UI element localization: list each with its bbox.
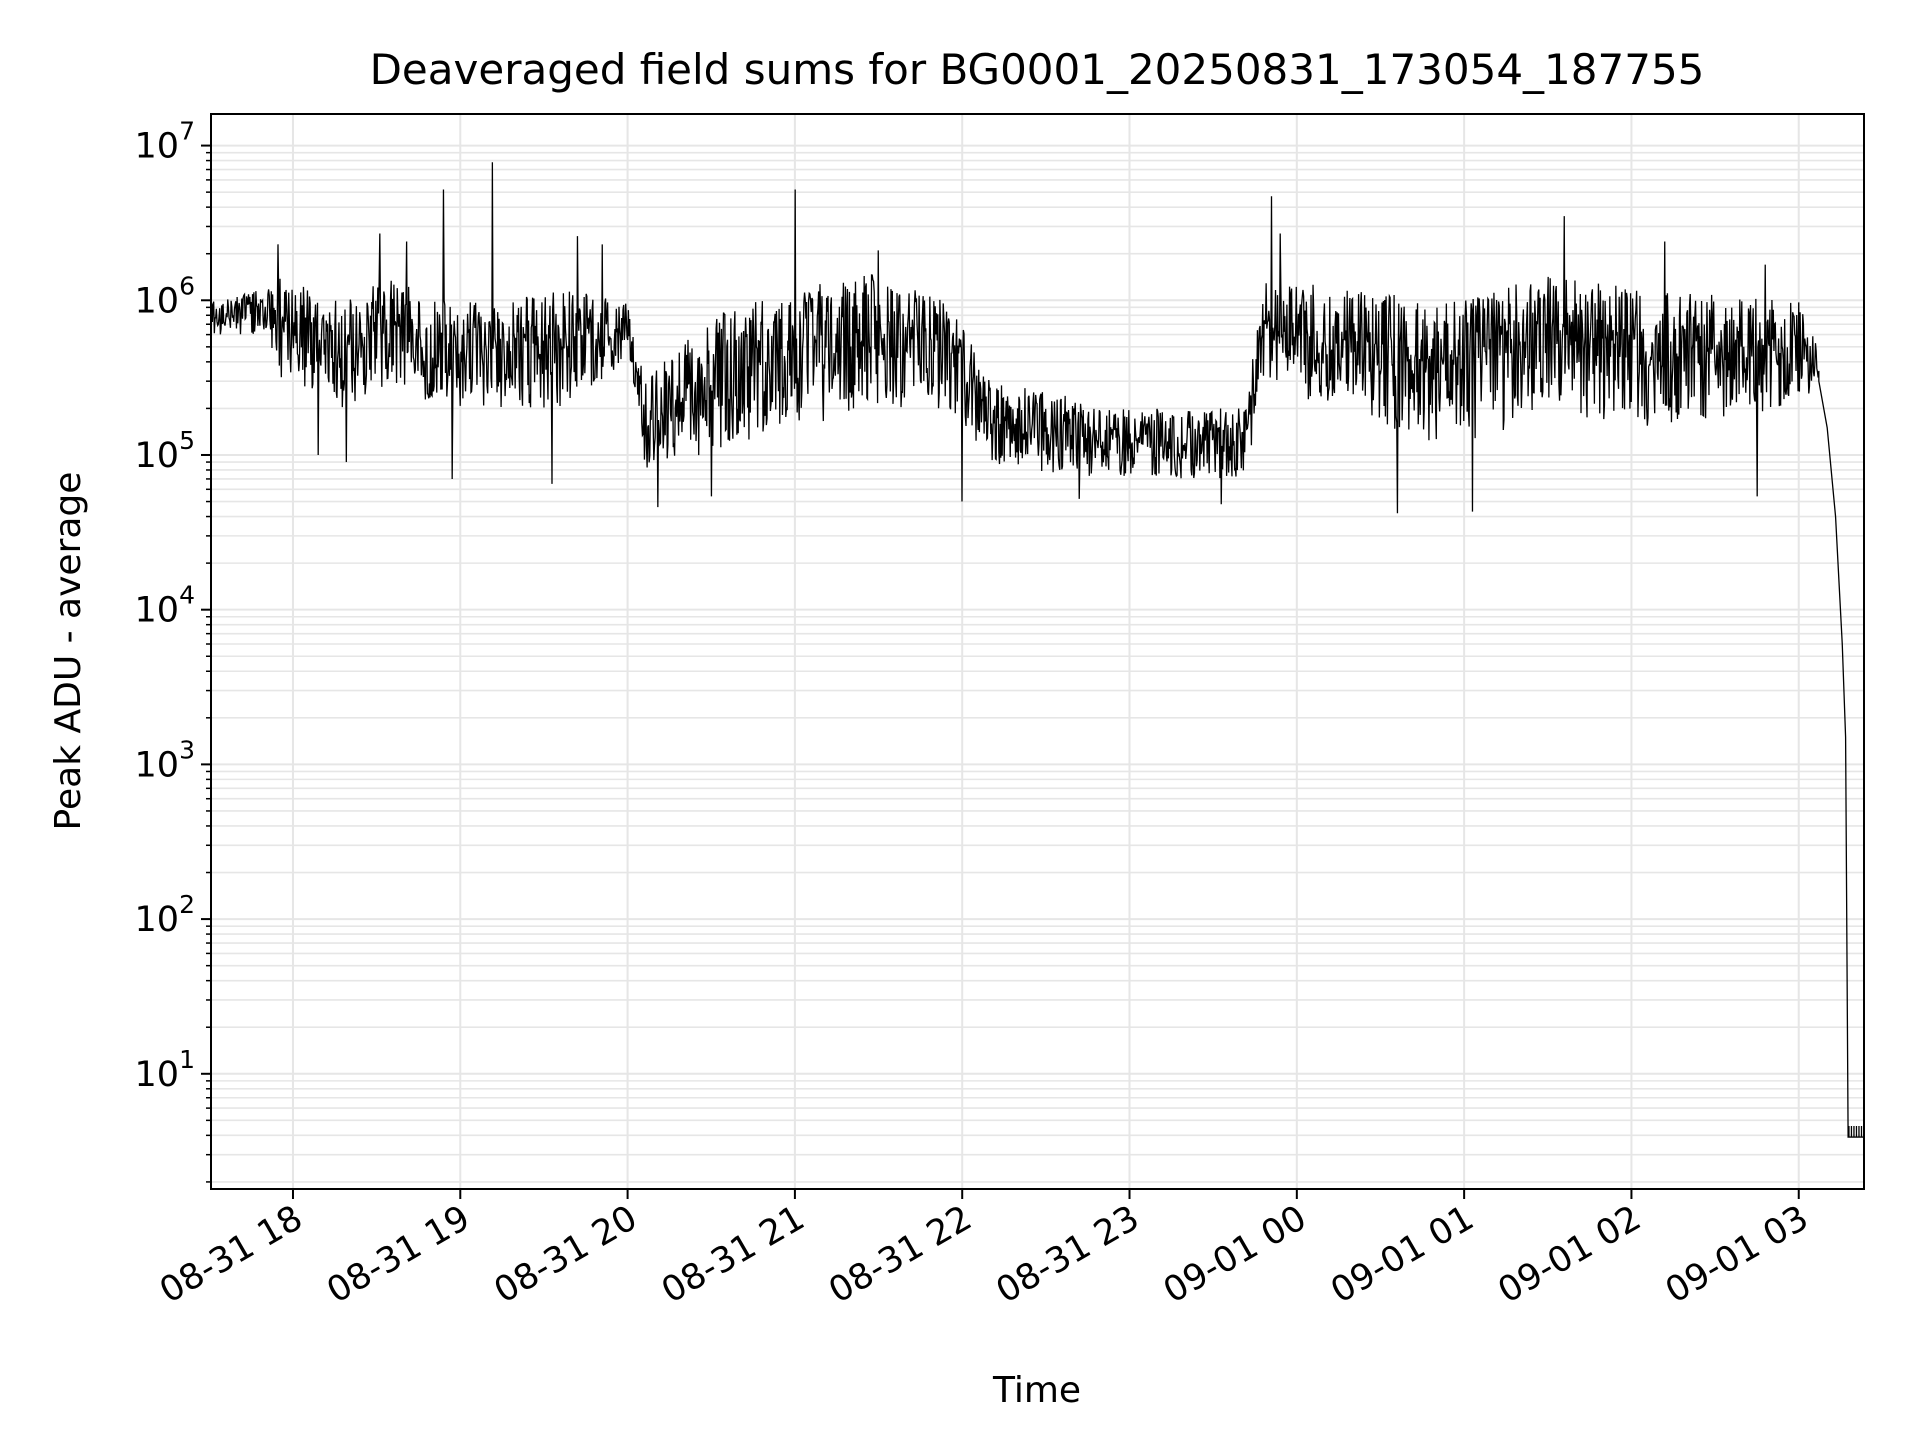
y-tick-label: 10	[134, 1055, 179, 1095]
x-axis-label: Time	[992, 1370, 1081, 1411]
y-tick-exponent: 7	[179, 117, 195, 146]
y-tick-exponent: 6	[179, 271, 195, 300]
chart-title: Deaveraged field sums for BG0001_2025083…	[370, 45, 1705, 94]
y-tick-exponent: 1	[179, 1045, 195, 1074]
y-axis-label: Peak ADU - average	[48, 472, 89, 831]
y-tick-label: 10	[134, 127, 179, 167]
y-tick-label: 10	[134, 591, 179, 631]
y-tick-exponent: 4	[179, 581, 195, 610]
y-tick-label: 10	[134, 281, 179, 321]
y-tick-exponent: 5	[179, 426, 195, 455]
grid-layer	[211, 114, 1864, 1189]
y-tick-exponent: 3	[179, 735, 195, 764]
y-tick-exponent: 2	[179, 890, 195, 919]
plot-frame	[210, 113, 1865, 1190]
y-tick-label: 10	[134, 745, 179, 785]
data-layer	[211, 162, 1864, 1138]
y-tick-label: 10	[134, 900, 179, 940]
series-line	[211, 162, 1864, 1138]
y-tick-label: 10	[134, 436, 179, 476]
